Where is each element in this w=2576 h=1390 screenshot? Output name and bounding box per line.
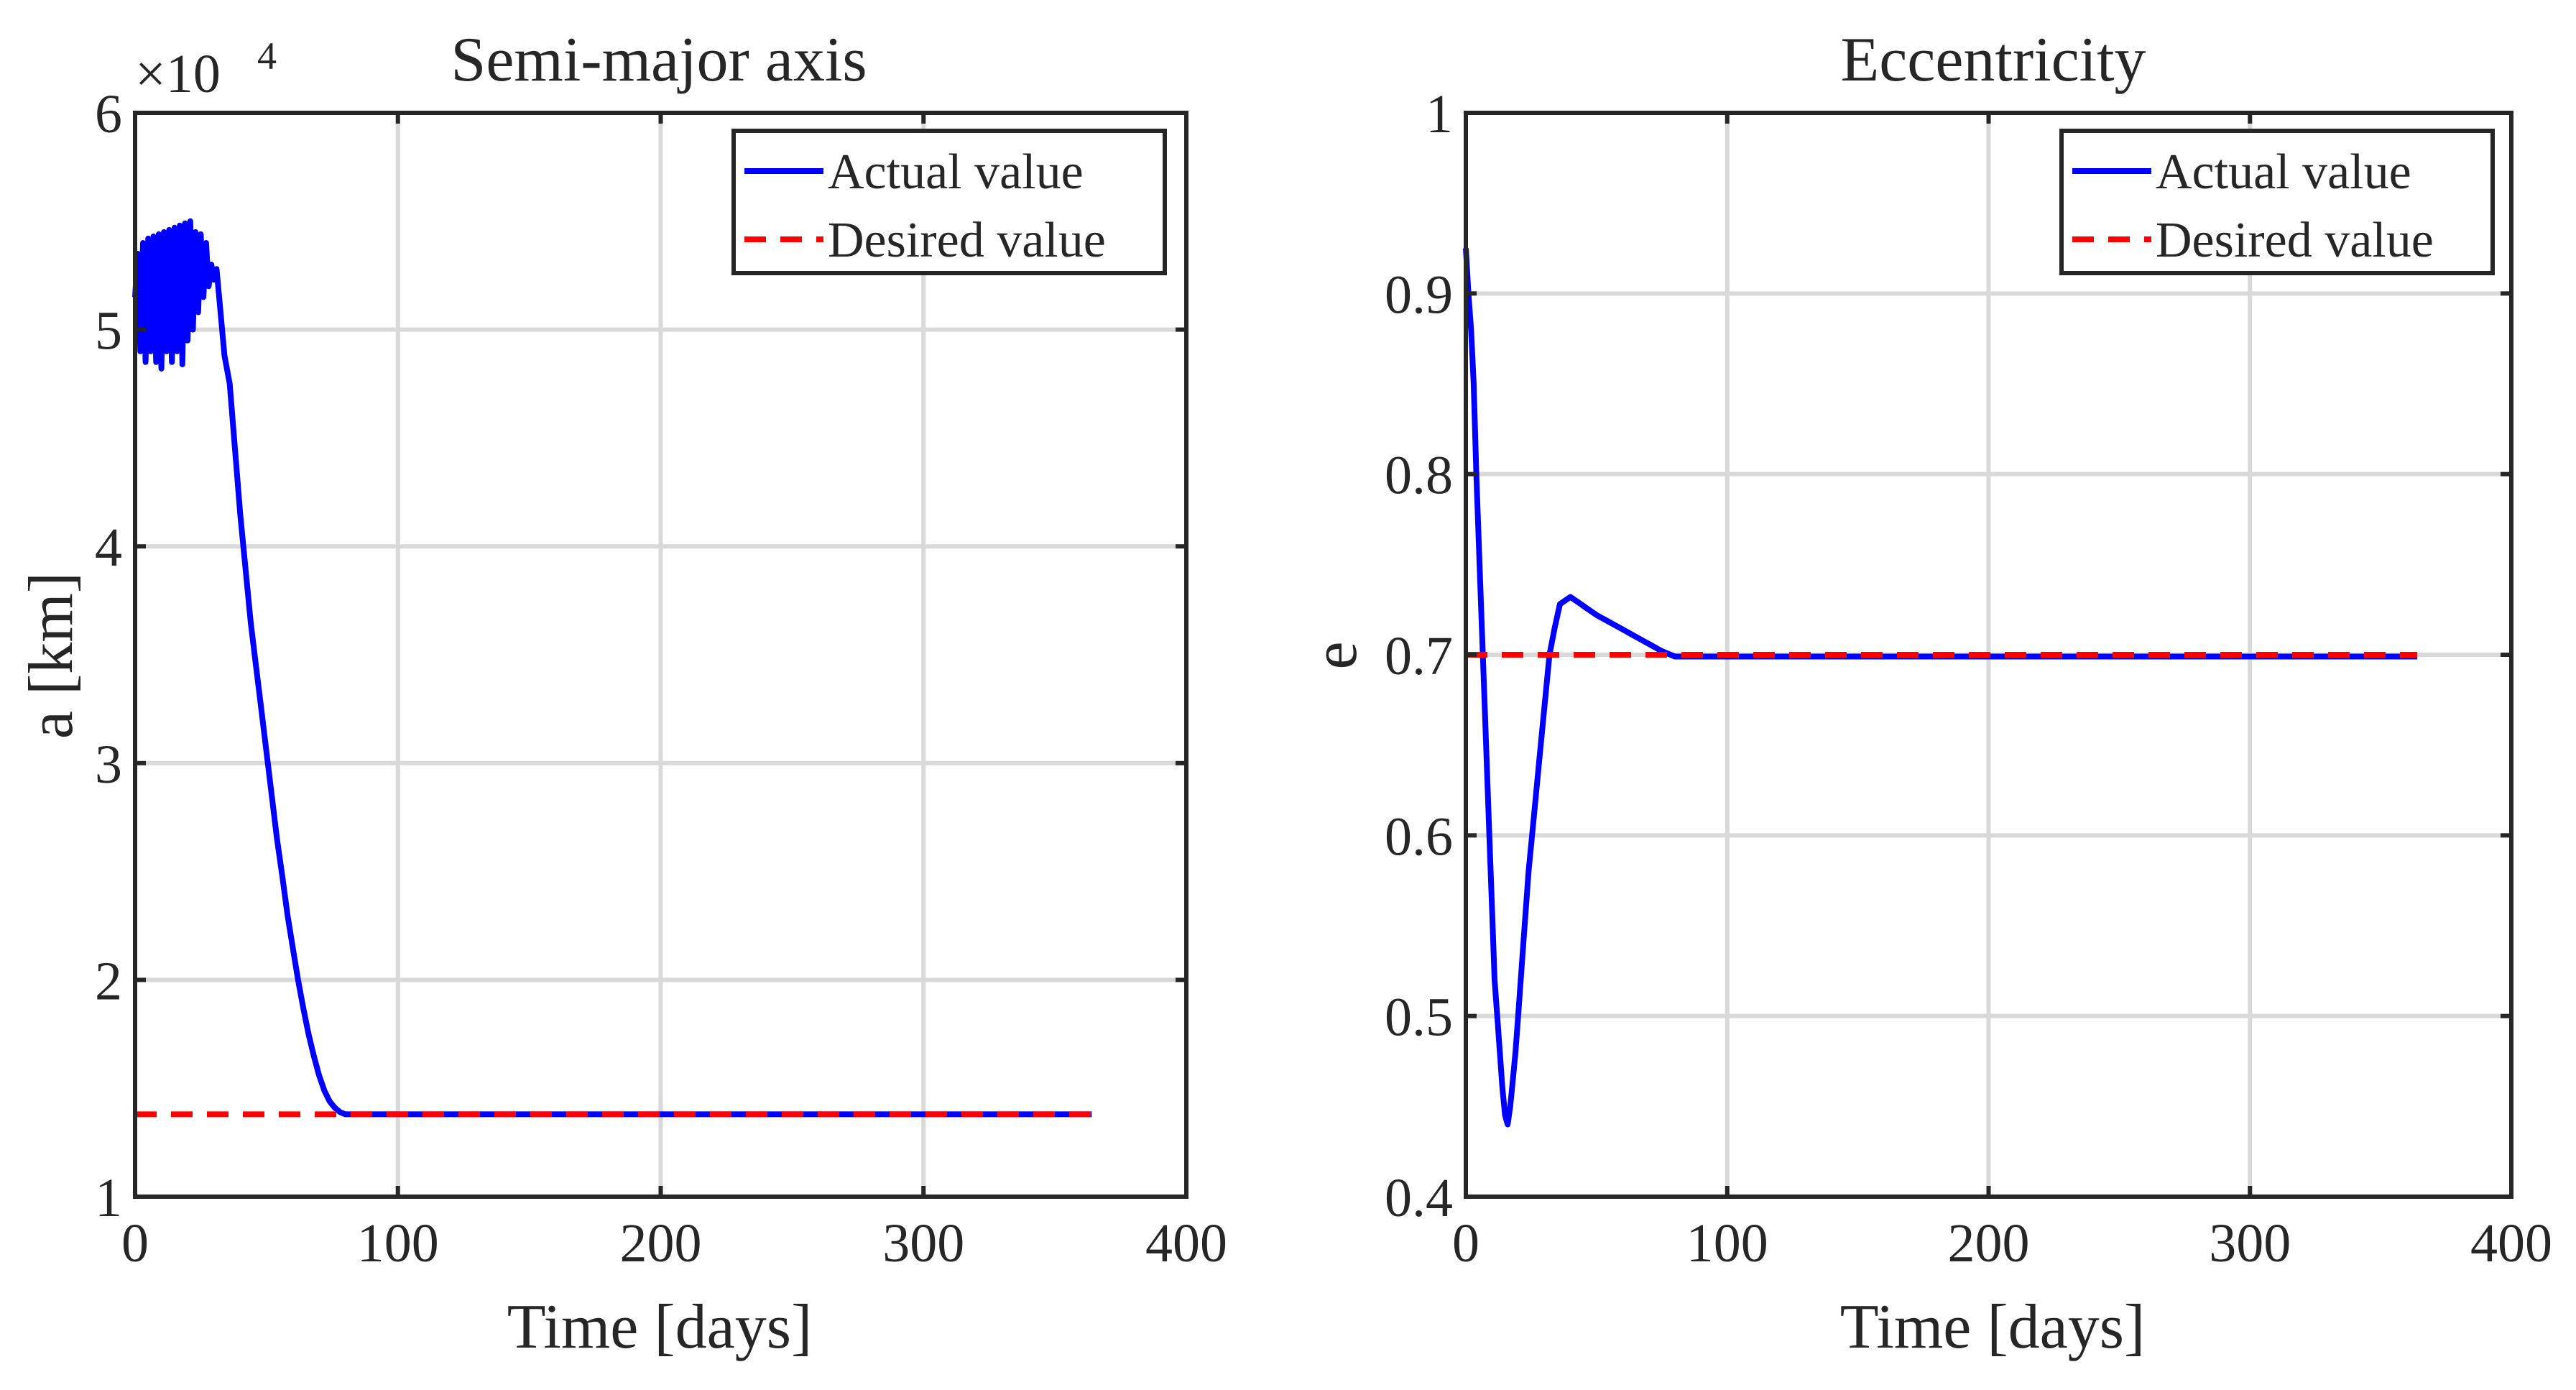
legend-label-actual: Actual value [2156,144,2411,200]
series-line-actual [1463,248,2418,1128]
axis-ticks: 0 100 200 300 400 1 2 3 4 5 6 [95,84,1227,1274]
x-tick-label: 400 [1145,1213,1227,1274]
y-tick-label: 0.8 [1385,446,1453,506]
legend-label-desired: Desired value [828,213,1106,268]
y-exponent-label: ×10 4 [135,34,277,104]
x-tick-label: 300 [2209,1213,2291,1274]
y-tick-label: 0.9 [1385,264,1453,325]
x-axis-label: Time [days] [1840,1292,2146,1362]
x-tick-label: 100 [357,1213,439,1274]
grid [135,113,1186,1197]
semi-major-axis-panel: Semi-major axis ×10 4 0 100 200 300 400 1 2 3 4 5… [17,25,1227,1362]
y-tick-label: 2 [95,951,122,1011]
y-tick-label: 0.6 [1385,806,1453,867]
y-tick-label: 1 [95,1168,122,1228]
legend-box [2059,129,2495,275]
y-axis-label: a [km] [17,572,86,739]
x-tick-label: 100 [1686,1213,1768,1274]
y-tick-label: 5 [95,301,122,362]
chart-title: Eccentricity [1840,25,2146,95]
x-tick-label: 400 [2470,1213,2552,1274]
y-tick-label: 3 [95,735,122,795]
chart-title: Semi-major axis [451,25,867,95]
y-tick-label: 1 [1426,84,1453,144]
legend: Actual value Desired value [731,129,1167,275]
y-tick-label: 6 [95,84,122,144]
plot-lines [132,218,1092,1118]
x-tick-label: 300 [882,1213,964,1274]
exponent-power: 4 [257,34,277,78]
y-axis-label: e [1301,641,1370,669]
y-tick-label: 0.5 [1385,988,1453,1048]
legend-label-desired: Desired value [2156,213,2434,268]
x-axis-label: Time [days] [507,1292,813,1362]
legend-box [731,129,1167,275]
x-tick-label: 0 [1452,1213,1479,1274]
y-tick-label: 0.4 [1385,1168,1453,1228]
legend: Actual value Desired value [2059,129,2495,275]
y-tick-label: 4 [95,517,122,578]
x-tick-label: 200 [620,1213,702,1274]
exponent-base: ×10 [135,44,221,104]
eccentricity-panel: Eccentricity 0 100 200 300 400 0.4 0.5 0.6 0.7 0.… [1301,25,2552,1362]
legend-label-actual: Actual value [828,144,1084,200]
plot-lines [1463,248,2418,1128]
x-tick-label: 200 [1948,1213,2030,1274]
x-tick-label: 0 [121,1213,149,1274]
axis-ticks: 0 100 200 300 400 0.4 0.5 0.6 0.7 0.8 0.9 1 [1385,84,2552,1274]
series-line-actual [132,218,1092,1118]
y-tick-label: 0.7 [1385,626,1453,686]
